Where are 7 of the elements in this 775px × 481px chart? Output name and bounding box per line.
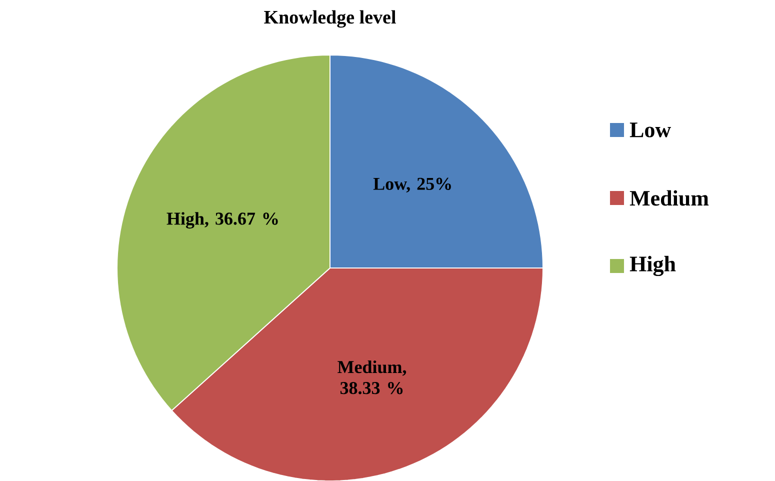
legend-label: High bbox=[630, 256, 676, 276]
data-label: Medium, 38.33 % bbox=[338, 360, 406, 394]
data-label: Low, 25% bbox=[373, 178, 451, 192]
legend-label: Low bbox=[630, 122, 671, 138]
data-label: High, 36.67 % bbox=[166, 212, 278, 228]
legend-label: Medium bbox=[630, 190, 709, 206]
chart-title: Knowledge level bbox=[264, 10, 396, 28]
